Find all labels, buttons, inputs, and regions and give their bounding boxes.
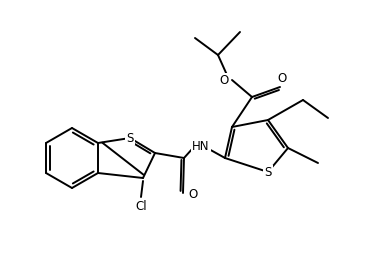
Text: O: O	[220, 73, 229, 87]
Text: O: O	[277, 72, 287, 84]
Text: S: S	[264, 166, 272, 178]
Text: S: S	[126, 131, 134, 144]
Text: HN: HN	[192, 139, 210, 153]
Text: O: O	[189, 188, 198, 201]
Text: Cl: Cl	[135, 200, 147, 214]
